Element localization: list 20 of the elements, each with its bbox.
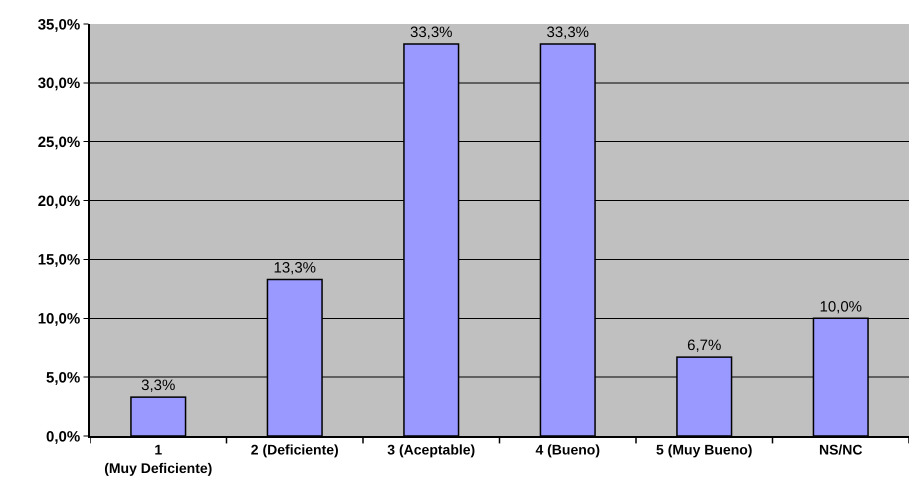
y-tick-label: 30,0% xyxy=(38,75,80,92)
y-tick-label: 15,0% xyxy=(38,252,80,269)
x-tick-label: 4 (Bueno) xyxy=(535,442,600,458)
data-label: 13,3% xyxy=(273,259,316,276)
data-label: 33,3% xyxy=(546,24,590,42)
y-tick-label: 0,0% xyxy=(46,428,80,446)
y-tick-label: 35,0% xyxy=(38,16,80,34)
x-tick-label: 5 (Muy Bueno) xyxy=(656,442,752,458)
x-tick-label: 3 (Aceptable) xyxy=(387,442,476,458)
y-tick-label: 20,0% xyxy=(38,192,80,210)
y-tick-label: 25,0% xyxy=(38,134,80,151)
x-tick-label: 2 (Deficiente) xyxy=(250,442,339,458)
data-label: 6,7% xyxy=(687,337,722,354)
x-tick-label: 1 (Muy Deficiente) xyxy=(104,442,212,476)
data-label: 10,0% xyxy=(819,298,862,316)
data-label: 3,3% xyxy=(141,377,176,394)
y-tick-label: 10,0% xyxy=(38,310,80,328)
x-tick-label: NS/NC xyxy=(818,442,863,458)
y-tick-label: 5,0% xyxy=(46,369,80,386)
data-label: 33,3% xyxy=(410,24,453,42)
